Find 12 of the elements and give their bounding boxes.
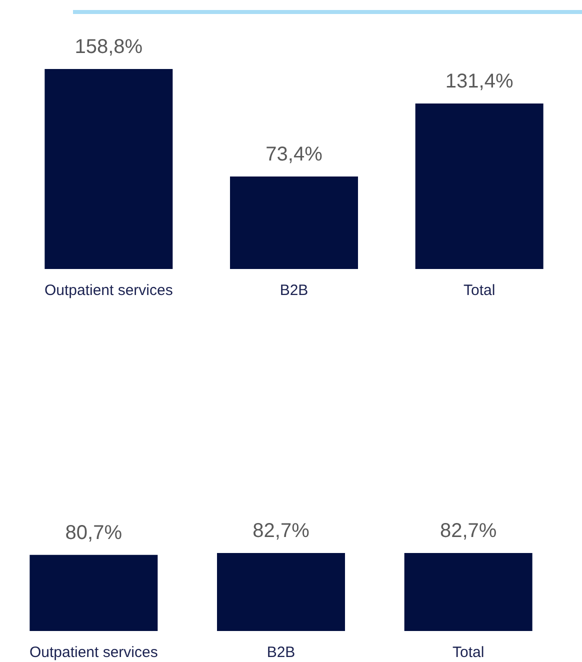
data-label: 82,7%: [440, 520, 497, 542]
data-label: 80,7%: [65, 522, 122, 544]
data-label: 131,4%: [445, 70, 514, 93]
x-tick-label: Outpatient services: [44, 282, 173, 299]
x-tick-label: Outpatient services: [29, 644, 158, 661]
data-label: 82,7%: [252, 520, 310, 542]
x-tick-label: B2B: [266, 644, 296, 661]
x-tick-label: Total: [452, 644, 484, 661]
data-label: 158,8%: [74, 36, 143, 58]
x-tick-label: Total: [463, 282, 496, 299]
x-tick-label: B2B: [280, 282, 308, 299]
data-label: 73,4%: [266, 144, 323, 166]
